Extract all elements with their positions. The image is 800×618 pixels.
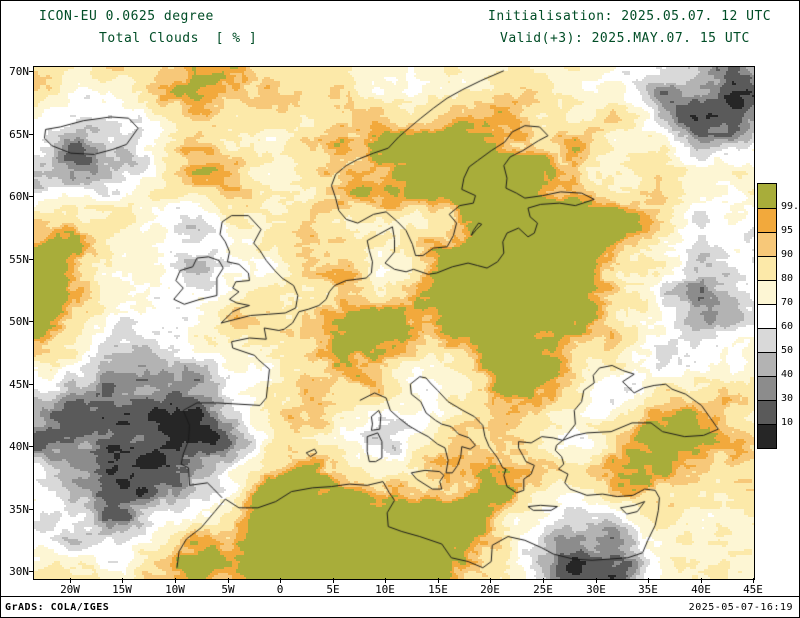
legend-tick-70: 70: [781, 297, 794, 308]
creation-timestamp: 2025-05-07-16:19: [688, 602, 793, 613]
lon-tick-35e: 35E: [628, 578, 668, 596]
legend-color-box: [758, 256, 776, 280]
lon-tick-15w: 15W: [102, 578, 142, 596]
colorbar-legend: 99.5 95 90 80 70 60 50 40 30 10: [757, 183, 799, 449]
lon-tick-40e: 40E: [681, 578, 721, 596]
lon-tick-20w: 20W: [50, 578, 90, 596]
legend-tick-30: 30: [781, 393, 794, 404]
legend-color-box: [758, 352, 776, 376]
lat-tick-55n: 55N: [1, 253, 34, 267]
legend-color-box: [758, 304, 776, 328]
valid-time-label: Valid(+3): 2025.MAY.07. 15 UTC: [500, 31, 750, 46]
legend-color-box: [758, 184, 776, 208]
colorbar: [757, 183, 777, 449]
lon-tick-10e: 10E: [365, 578, 405, 596]
legend-tick-99-5: 99.5: [781, 201, 800, 212]
lon-tick-0: 0: [260, 578, 300, 596]
model-title: ICON-EU 0.0625 degree: [39, 9, 214, 24]
legend-tick-10: 10: [781, 417, 794, 428]
legend-color-box: [758, 376, 776, 400]
lon-tick-20e: 20E: [470, 578, 510, 596]
legend-color-box: [758, 208, 776, 232]
lon-tick-30e: 30E: [576, 578, 616, 596]
lon-tick-45e: 45E: [733, 578, 773, 596]
lat-tick-30n: 30N: [1, 565, 34, 579]
lat-tick-45n: 45N: [1, 378, 34, 392]
legend-tick-40: 40: [781, 369, 794, 380]
legend-tick-95: 95: [781, 225, 794, 236]
lat-tick-60n: 60N: [1, 190, 34, 204]
lat-tick-50n: 50N: [1, 315, 34, 329]
lon-tick-5e: 5E: [313, 578, 353, 596]
lat-tick-35n: 35N: [1, 503, 34, 517]
legend-tick-80: 80: [781, 273, 794, 284]
lat-tick-65n: 65N: [1, 128, 34, 142]
grads-credit: GrADS: COLA/IGES: [5, 602, 110, 613]
legend-color-box: [758, 232, 776, 256]
legend-color-box: [758, 424, 776, 448]
field-title: Total Clouds [ % ]: [99, 31, 258, 46]
lon-tick-15e: 15E: [418, 578, 458, 596]
init-time-label: Initialisation: 2025.05.07. 12 UTC: [488, 9, 772, 24]
coastlines-overlay-canvas: [34, 67, 754, 579]
lat-tick-70n: 70N: [1, 65, 34, 79]
legend-tick-90: 90: [781, 249, 794, 260]
legend-color-box: [758, 280, 776, 304]
lon-tick-5w: 5W: [208, 578, 248, 596]
footer-divider: [1, 596, 799, 597]
legend-tick-50: 50: [781, 345, 794, 356]
legend-tick-60: 60: [781, 321, 794, 332]
lon-tick-25e: 25E: [523, 578, 563, 596]
legend-color-box: [758, 400, 776, 424]
map-frame: [33, 66, 755, 580]
lat-tick-40n: 40N: [1, 440, 34, 454]
legend-color-box: [758, 328, 776, 352]
lon-tick-10w: 10W: [155, 578, 195, 596]
